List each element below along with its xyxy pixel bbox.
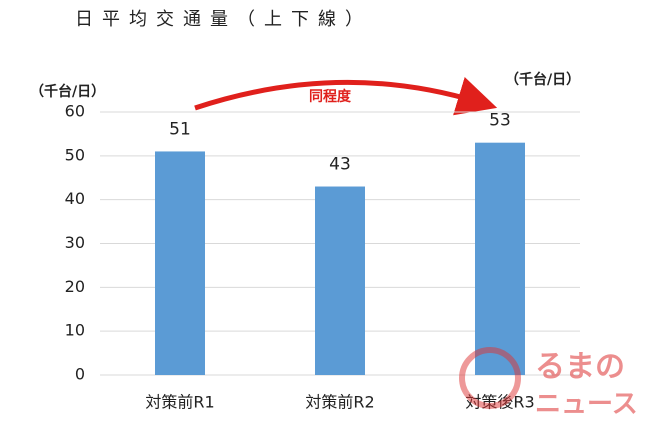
watermark-text: ニュース [535,390,638,420]
y-unit-label: （千台/日） [30,83,105,100]
watermark-icon [459,347,521,409]
x-tick-label: 対策前R1 [145,393,214,412]
arrow [194,77,498,116]
watermark-text: るまの [535,350,625,385]
y-tick-label: 50 [65,145,85,164]
bar [315,186,365,375]
chart-title: 日平均交通量（上下線） [75,9,372,30]
annotation: 同程度 [309,88,352,105]
value-label: 53 [489,111,511,131]
y-tick-label: 30 [65,233,85,252]
watermark: るまの ニュース [459,347,638,420]
bar [155,151,205,375]
y-tick-label: 20 [65,277,85,296]
y-unit-label: （千台/日） [505,71,580,88]
y-tick-label: 40 [65,189,85,208]
value-label: 43 [329,155,351,175]
y-tick-label: 0 [75,365,85,384]
bar [475,142,525,375]
y-tick-label: 60 [65,102,85,121]
y-tick-label: 10 [65,321,85,340]
value-label: 51 [169,119,191,139]
x-tick-label: 対策前R2 [305,393,374,412]
